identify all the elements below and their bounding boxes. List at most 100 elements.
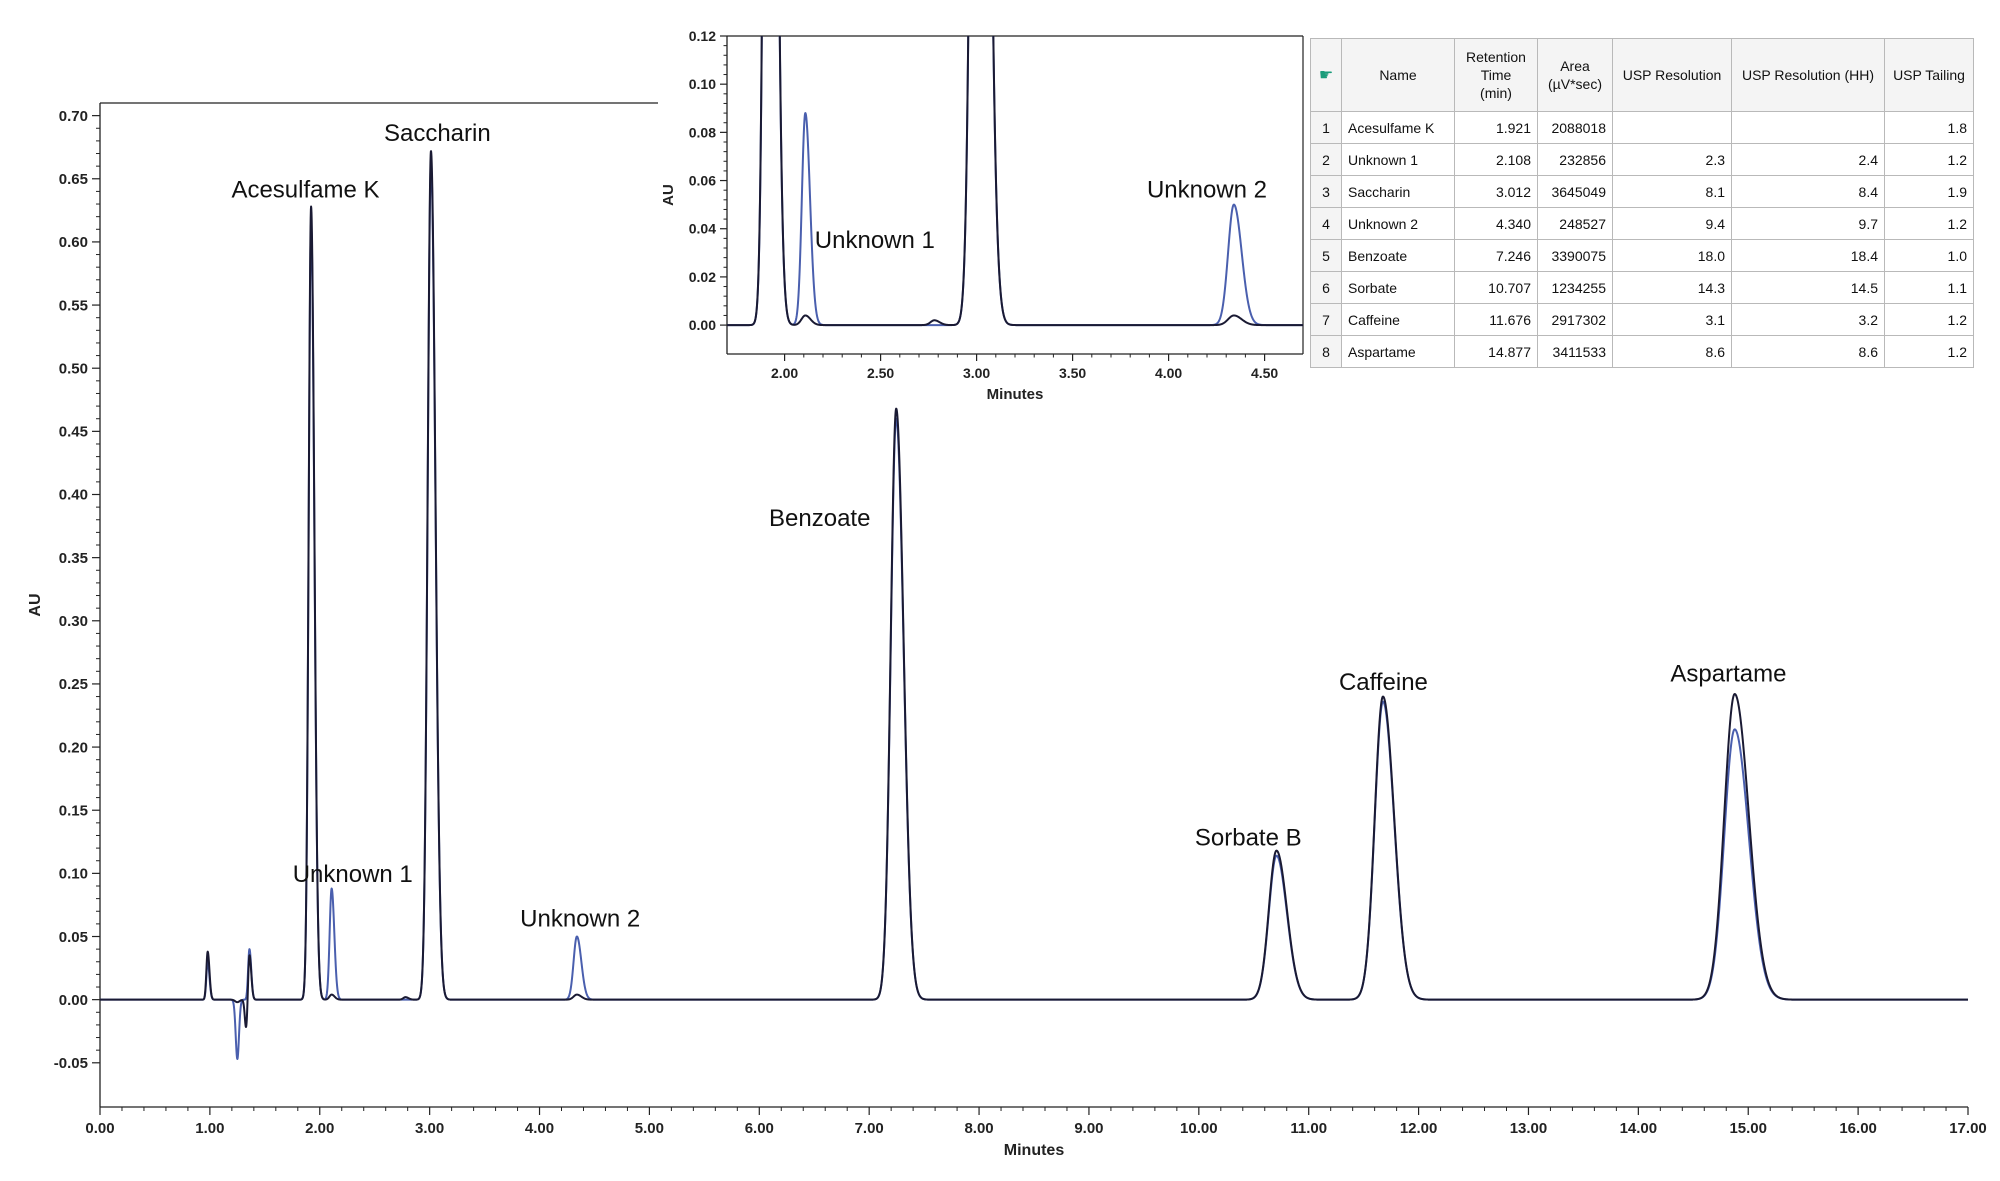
cell-usp-resolution: 3.1	[1612, 303, 1732, 336]
y-tick-label: 0.70	[59, 108, 88, 125]
cell-usp-tailing: 1.1	[1884, 271, 1974, 304]
cell-area: 3411533	[1537, 335, 1613, 368]
y-tick-label: 0.06	[689, 172, 716, 188]
table-row[interactable]: 7 Caffeine 11.676 2917302 3.1 3.2 1.2	[1310, 303, 1974, 336]
row-index: 4	[1310, 207, 1342, 240]
y-tick-label: 0.08	[689, 124, 716, 140]
y-tick-label: 0.00	[59, 992, 88, 1009]
table-corner-icon[interactable]: ☛	[1310, 38, 1342, 112]
header-name[interactable]: Name	[1341, 38, 1455, 112]
cell-name: Aspartame	[1341, 335, 1455, 368]
row-index: 7	[1310, 303, 1342, 336]
row-index: 2	[1310, 143, 1342, 176]
y-tick-label: 0.60	[59, 234, 88, 251]
cell-usp-resolution-hh: 14.5	[1731, 271, 1885, 304]
plot-area	[727, 36, 1303, 354]
peak-results-table: ☛ Name Retention Time (min) Area (µV*sec) U…	[1310, 38, 1974, 368]
y-tick-label: 0.45	[59, 424, 88, 441]
table-row[interactable]: 1 Acesulfame K 1.921 2088018 1.8	[1310, 111, 1974, 144]
cell-area: 3390075	[1537, 239, 1613, 272]
x-tick-label: 2.00	[771, 365, 798, 381]
cell-retention-time: 4.340	[1454, 207, 1538, 240]
cell-usp-resolution-hh: 18.4	[1731, 239, 1885, 272]
y-tick-label: 0.05	[59, 929, 88, 946]
x-tick-label: 14.00	[1620, 1120, 1658, 1137]
cell-area: 2088018	[1537, 111, 1613, 144]
peak-annotation: Sorbate B	[1195, 825, 1302, 852]
y-tick-label: 0.35	[59, 550, 88, 567]
trace-line	[727, 36, 1303, 327]
cell-area: 2917302	[1537, 303, 1613, 336]
row-index: 6	[1310, 271, 1342, 304]
x-tick-label: 12.00	[1400, 1120, 1438, 1137]
table-row[interactable]: 3 Saccharin 3.012 3645049 8.1 8.4 1.9	[1310, 175, 1974, 208]
cell-area: 1234255	[1537, 271, 1613, 304]
x-tick-label: 11.00	[1290, 1120, 1327, 1137]
cell-usp-resolution-hh: 2.4	[1731, 143, 1885, 176]
cell-usp-tailing: 1.2	[1884, 143, 1974, 176]
x-tick-label: 8.00	[964, 1120, 993, 1137]
peak-annotation: Aspartame	[1670, 660, 1786, 687]
cell-usp-resolution-hh: 8.6	[1731, 335, 1885, 368]
cell-usp-tailing: 1.8	[1884, 111, 1974, 144]
y-tick-label: 0.30	[59, 613, 88, 630]
cell-retention-time: 11.676	[1454, 303, 1538, 336]
x-tick-label: 2.50	[867, 365, 894, 381]
row-index: 3	[1310, 175, 1342, 208]
cell-retention-time: 14.877	[1454, 335, 1538, 368]
table-row[interactable]: 4 Unknown 2 4.340 248527 9.4 9.7 1.2	[1310, 207, 1974, 240]
peak-annotation: Benzoate	[769, 505, 870, 532]
cell-usp-resolution: 14.3	[1612, 271, 1732, 304]
y-tick-label: 0.02	[689, 269, 716, 285]
row-index: 5	[1310, 239, 1342, 272]
x-tick-label: 3.00	[963, 365, 990, 381]
y-tick-label: 0.20	[59, 739, 88, 756]
trace-line	[100, 150, 1968, 1028]
cell-name: Sorbate	[1341, 271, 1455, 304]
cell-usp-resolution: 8.1	[1612, 175, 1732, 208]
x-tick-label: 9.00	[1074, 1120, 1103, 1137]
table-row[interactable]: 8 Aspartame 14.877 3411533 8.6 8.6 1.2	[1310, 335, 1974, 368]
table-header-row: ☛ Name Retention Time (min) Area (µV*sec) U…	[1310, 38, 1974, 112]
y-axis-label: AU	[660, 184, 677, 206]
cell-usp-tailing: 1.2	[1884, 303, 1974, 336]
x-axis-label: Minutes	[1004, 1142, 1065, 1159]
y-tick-label: 0.10	[59, 866, 88, 883]
cell-usp-resolution-hh: 3.2	[1731, 303, 1885, 336]
x-tick-label: 4.00	[525, 1120, 554, 1137]
peak-results-table-container: ☛ Name Retention Time (min) Area (µV*sec) U…	[1310, 38, 1976, 368]
cell-name: Unknown 1	[1341, 143, 1455, 176]
cell-retention-time: 3.012	[1454, 175, 1538, 208]
cell-name: Saccharin	[1341, 175, 1455, 208]
y-tick-label: 0.12	[689, 28, 716, 44]
cell-name: Acesulfame K	[1341, 111, 1455, 144]
cell-usp-tailing: 1.2	[1884, 335, 1974, 368]
cell-usp-resolution-hh: 8.4	[1731, 175, 1885, 208]
table-row[interactable]: 2 Unknown 1 2.108 232856 2.3 2.4 1.2	[1310, 143, 1974, 176]
x-tick-label: 0.00	[85, 1120, 114, 1137]
header-usp-tailing[interactable]: USP Tailing	[1884, 38, 1974, 112]
header-area[interactable]: Area (µV*sec)	[1537, 38, 1613, 112]
y-tick-label: 0.00	[689, 317, 716, 333]
cell-name: Unknown 2	[1341, 207, 1455, 240]
x-tick-label: 4.00	[1155, 365, 1182, 381]
peak-annotation: Unknown 1	[293, 861, 413, 888]
header-usp-resolution[interactable]: USP Resolution	[1612, 38, 1732, 112]
x-tick-label: 7.00	[855, 1120, 884, 1137]
header-usp-resolution-hh[interactable]: USP Resolution (HH)	[1731, 38, 1885, 112]
table-row[interactable]: 5 Benzoate 7.246 3390075 18.0 18.4 1.0	[1310, 239, 1974, 272]
header-retention-time[interactable]: Retention Time (min)	[1454, 38, 1538, 112]
y-tick-label: 0.55	[59, 297, 88, 314]
peak-annotation: Saccharin	[384, 120, 491, 147]
x-tick-label: 15.00	[1729, 1120, 1767, 1137]
y-tick-label: 0.65	[59, 171, 88, 188]
x-tick-label: 13.00	[1510, 1120, 1548, 1137]
cell-usp-resolution: 18.0	[1612, 239, 1732, 272]
cell-usp-tailing: 1.0	[1884, 239, 1974, 272]
y-tick-label: 0.40	[59, 487, 88, 504]
x-tick-label: 1.00	[195, 1120, 224, 1137]
y-axis-label: AU	[27, 593, 44, 616]
x-axis-label: Minutes	[987, 386, 1044, 403]
table-row[interactable]: 6 Sorbate 10.707 1234255 14.3 14.5 1.1	[1310, 271, 1974, 304]
cell-usp-resolution-hh: 9.7	[1731, 207, 1885, 240]
